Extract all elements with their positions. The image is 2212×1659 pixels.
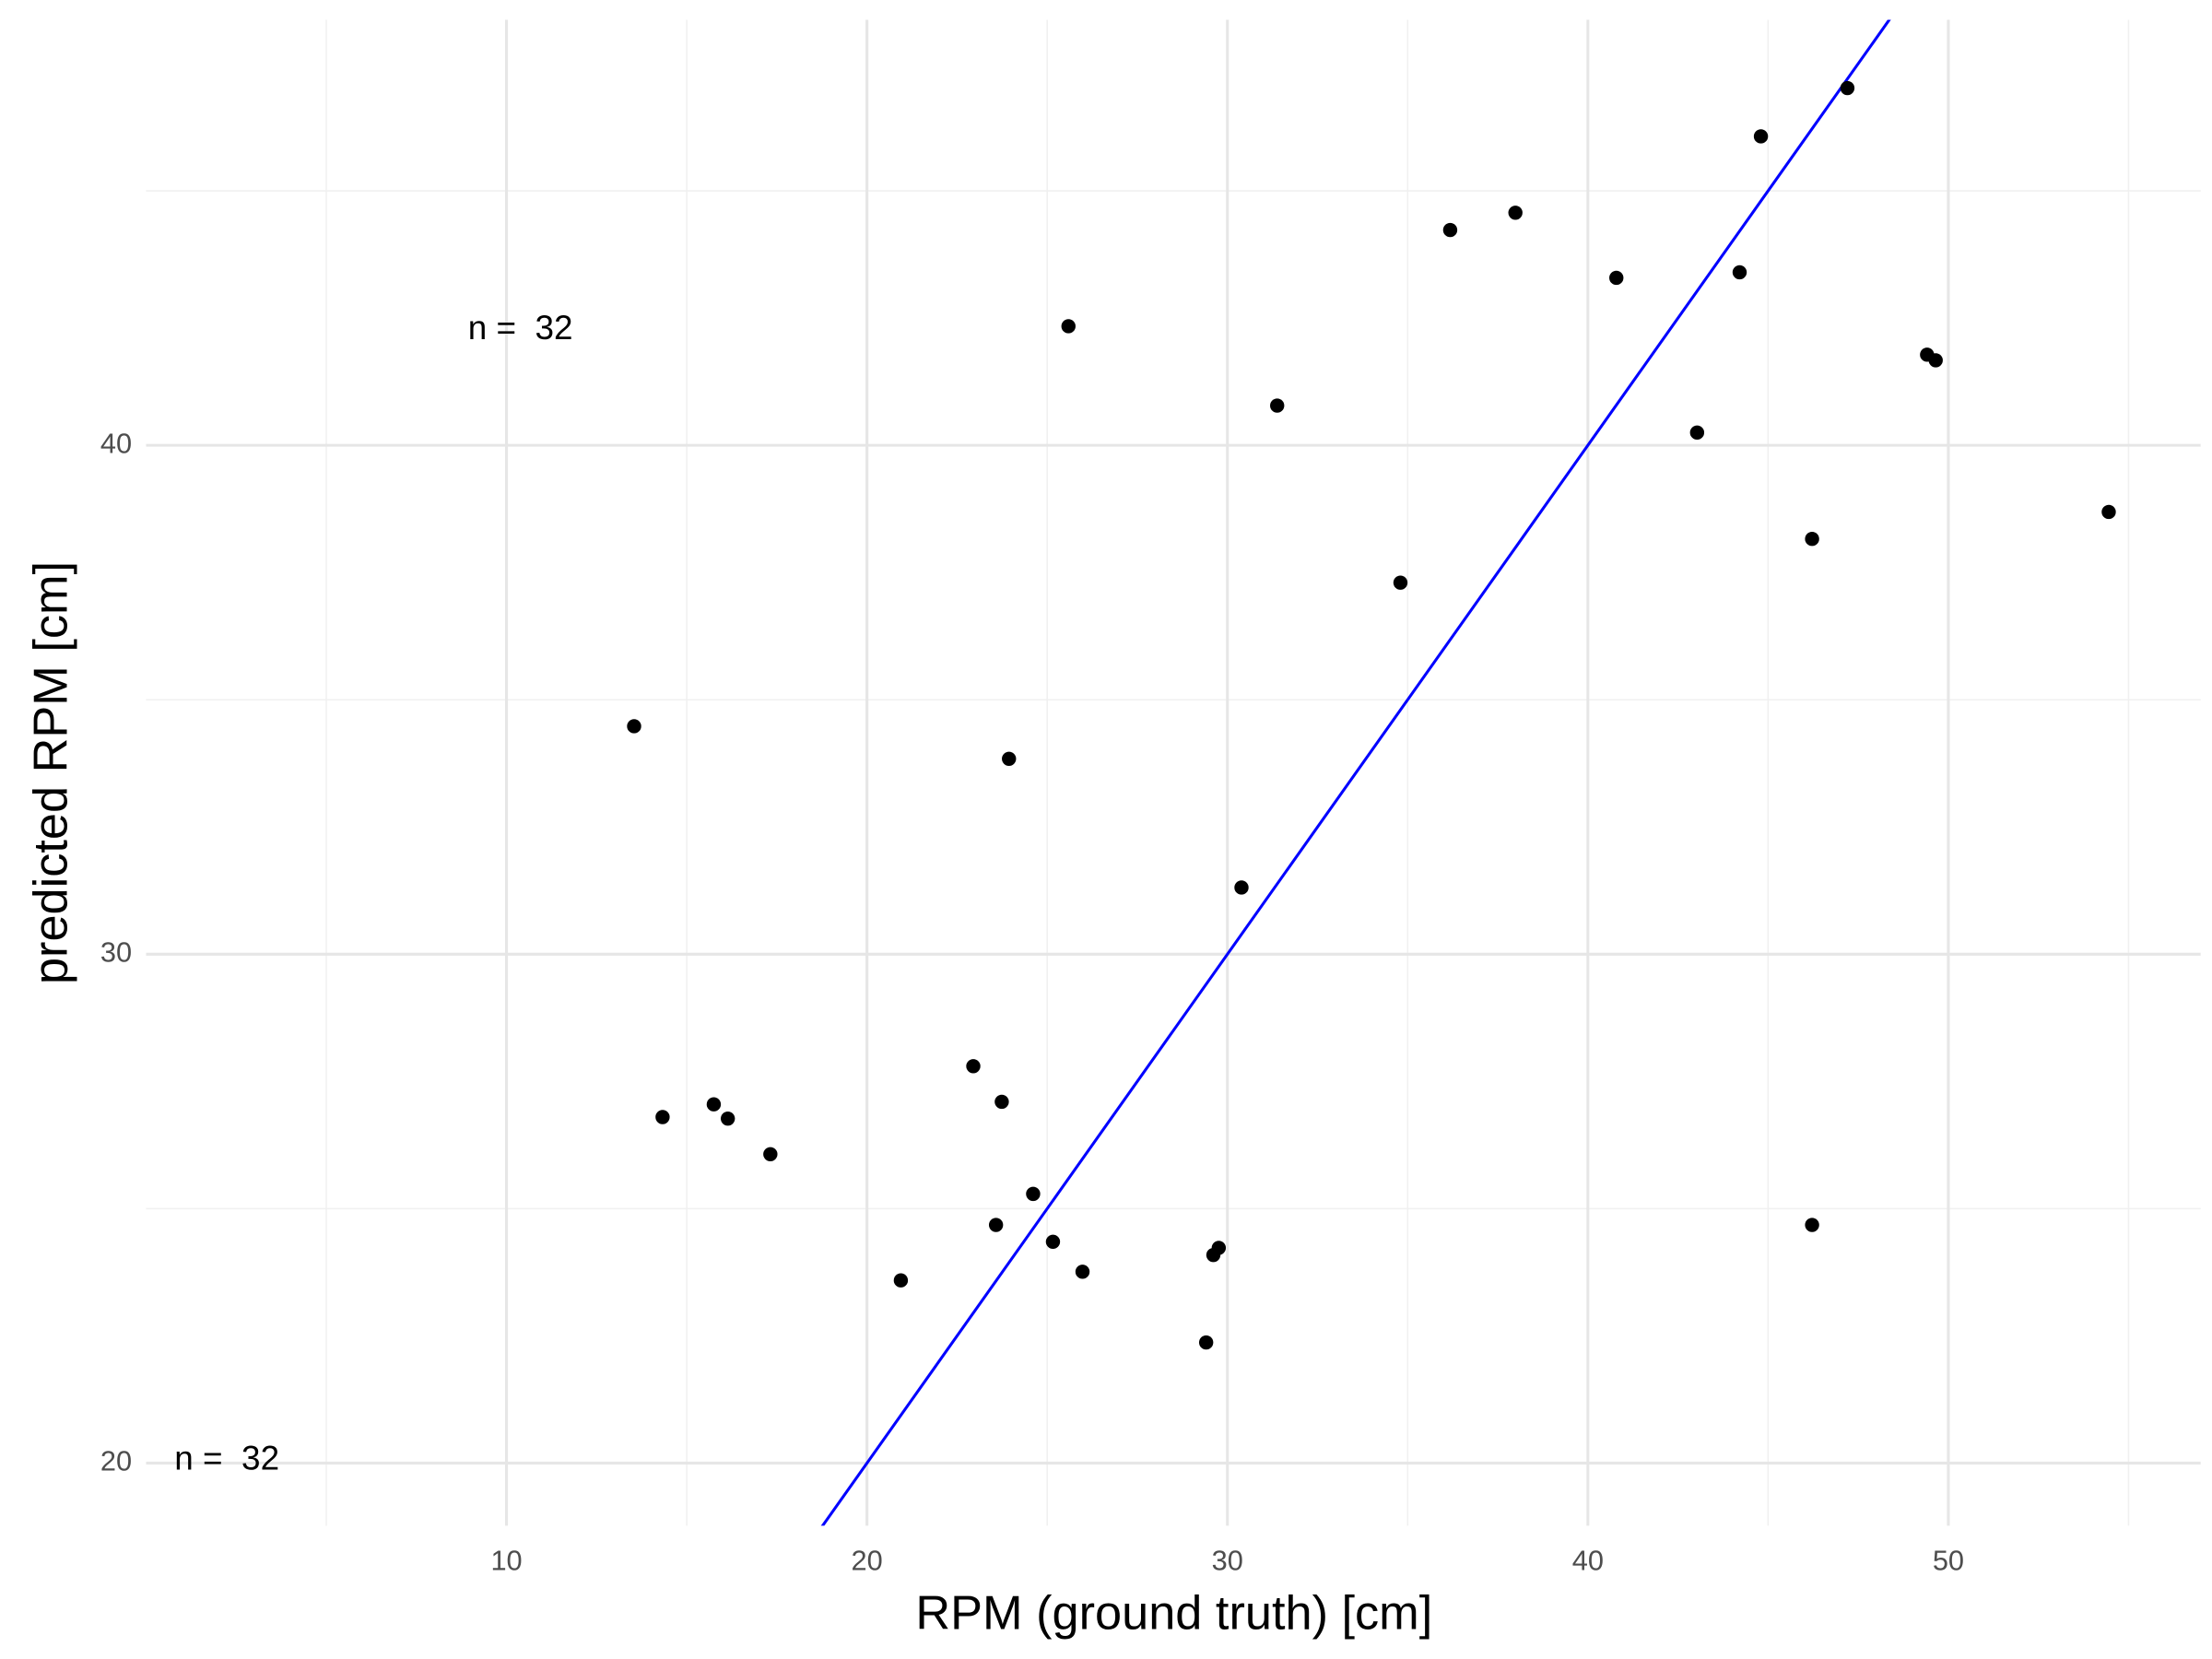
point (1026, 1186, 1041, 1202)
point (1508, 206, 1523, 220)
point (1234, 880, 1249, 895)
y-axis-title: predicted RPM [cm] (24, 561, 77, 984)
point (655, 1110, 670, 1124)
annotation: n = 32 (468, 309, 573, 347)
point (994, 1094, 1009, 1110)
y-tick-label: 20 (100, 1445, 132, 1477)
point (1928, 353, 1943, 368)
point (720, 1111, 735, 1126)
point (988, 1218, 1004, 1232)
point (1061, 319, 1076, 334)
point (1689, 425, 1705, 441)
annotation: n = 32 (174, 1439, 279, 1477)
x-tick-label: 30 (1212, 1545, 1243, 1577)
point (1442, 222, 1458, 238)
point (1609, 270, 1624, 286)
point (763, 1147, 778, 1161)
point (1211, 1241, 1227, 1255)
point (1075, 1265, 1090, 1279)
point (1753, 129, 1769, 144)
point (1393, 575, 1408, 590)
point (966, 1059, 981, 1074)
point (1198, 1335, 1214, 1350)
point (706, 1097, 722, 1112)
point (893, 1273, 909, 1288)
y-tick-label: 30 (100, 935, 132, 968)
point (1732, 265, 1747, 280)
point (627, 719, 641, 734)
point (1270, 398, 1285, 413)
x-tick-label: 50 (1933, 1545, 1964, 1577)
point (1805, 1218, 1819, 1232)
x-axis-title: RPM (ground truth) [cm] (915, 1587, 1432, 1641)
x-tick-label: 10 (490, 1545, 522, 1577)
point (1840, 80, 1855, 96)
y-tick-label: 40 (100, 427, 132, 459)
point (1045, 1234, 1061, 1249)
reference-line (820, 19, 1891, 1526)
point (1002, 751, 1017, 766)
x-tick-label: 20 (852, 1545, 883, 1577)
point (1805, 532, 1819, 547)
x-tick-label: 40 (1572, 1545, 1604, 1577)
point (2101, 504, 2116, 520)
